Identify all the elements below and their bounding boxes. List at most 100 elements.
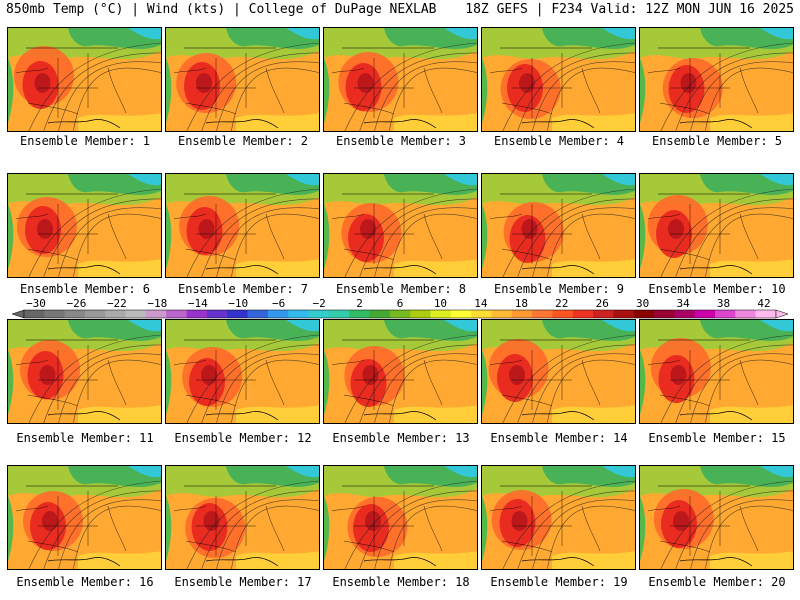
- ensemble-member-label: Ensemble Member: 18: [332, 575, 470, 589]
- colorbar-tick-label: −30: [26, 297, 46, 310]
- colorbar-swatch: [125, 310, 147, 318]
- colorbar-swatch: [654, 310, 675, 318]
- ensemble-member-label: Ensemble Member: 2: [177, 134, 309, 148]
- colorbar-swatch: [24, 310, 45, 318]
- ensemble-map-panel: [165, 465, 320, 570]
- ensemble-member-label: Ensemble Member: 12: [174, 431, 312, 445]
- colorbar-swatch: [44, 310, 66, 318]
- ensemble-map-panel: [481, 173, 636, 278]
- ensemble-map-panel: [639, 173, 794, 278]
- colorbar-swatch: [572, 310, 594, 318]
- colorbar-swatch: [308, 310, 330, 318]
- ensemble-member-label: Ensemble Member: 19: [490, 575, 628, 589]
- ensemble-member-label: Ensemble Member: 1: [19, 134, 151, 148]
- colorbar-swatch: [450, 310, 472, 318]
- ensemble-member-label: Ensemble Member: 20: [648, 575, 786, 589]
- ensemble-map-panel: [323, 465, 478, 570]
- ensemble-map-panel: [165, 173, 320, 278]
- colorbar-swatch: [511, 310, 533, 318]
- colorbar-swatch: [247, 310, 269, 318]
- colorbar-tick-label: 30: [636, 297, 650, 310]
- colorbar-tick-label: 42: [757, 297, 771, 310]
- colorbar-tick-label: −26: [66, 297, 87, 310]
- colorbar-swatch: [491, 310, 513, 318]
- colorbar-tick-label: −6: [272, 297, 286, 310]
- colorbar-swatch: [145, 310, 167, 318]
- ensemble-member-label: Ensemble Member: 5: [651, 134, 783, 148]
- colorbar-tick-label: −18: [147, 297, 168, 310]
- ensemble-map-panel: [639, 27, 794, 132]
- ensemble-map-panel: [323, 319, 478, 424]
- colorbar-tick-label: 14: [474, 297, 488, 310]
- colorbar-swatch: [227, 310, 249, 318]
- ensemble-member-label: Ensemble Member: 10: [648, 282, 786, 296]
- colorbar-swatch: [593, 310, 614, 318]
- colorbar-swatch: [674, 310, 696, 318]
- colorbar-swatch: [206, 310, 228, 318]
- ensemble-member-label: Ensemble Member: 9: [493, 282, 625, 296]
- ensemble-member-label: Ensemble Member: 4: [493, 134, 625, 148]
- colorbar-tick-label: 34: [676, 297, 690, 310]
- ensemble-map-panel: [481, 465, 636, 570]
- colorbar-swatch: [105, 310, 127, 318]
- ensemble-map-panel: [7, 173, 162, 278]
- colorbar-swatch: [64, 310, 86, 318]
- colorbar-swatch: [288, 310, 310, 318]
- chart-title: 850mb Temp (°C) | Wind (kts) | College o…: [6, 2, 437, 17]
- colorbar-swatch: [471, 310, 492, 318]
- ensemble-member-label: Ensemble Member: 6: [19, 282, 151, 296]
- colorbar-swatch: [328, 310, 350, 318]
- colorbar-swatch: [613, 310, 635, 318]
- colorbar-tick-label: 2: [356, 297, 363, 310]
- colorbar-swatch: [186, 310, 208, 318]
- colorbar-swatch: [735, 310, 757, 318]
- ensemble-map-panel: [639, 319, 794, 424]
- colorbar-right-arrow: [775, 309, 789, 319]
- temperature-colorbar: [11, 309, 789, 319]
- colorbar-swatch: [410, 310, 431, 318]
- colorbar-swatch: [694, 310, 716, 318]
- colorbar-tick-label: −22: [106, 297, 127, 310]
- colorbar-tick-label: −14: [187, 297, 208, 310]
- run-valid-time: 18Z GEFS | F234 Valid: 12Z MON JUN 16 20…: [465, 2, 794, 17]
- colorbar-swatch: [532, 310, 553, 318]
- ensemble-map-panel: [165, 319, 320, 424]
- colorbar-tick-label: 26: [595, 297, 609, 310]
- ensemble-member-label: Ensemble Member: 11: [16, 431, 154, 445]
- ensemble-member-label: Ensemble Member: 17: [174, 575, 312, 589]
- colorbar-tick-label: 10: [433, 297, 448, 310]
- ensemble-member-label: Ensemble Member: 14: [490, 431, 628, 445]
- colorbar-swatch: [369, 310, 391, 318]
- colorbar-tick-label: −10: [228, 297, 249, 310]
- colorbar-swatch: [166, 310, 188, 318]
- colorbar-tick-label: 18: [514, 297, 528, 310]
- colorbar-swatch: [84, 310, 106, 318]
- colorbar-swatch: [389, 310, 411, 318]
- ensemble-map-panel: [7, 27, 162, 132]
- colorbar-swatch: [552, 310, 574, 318]
- colorbar-tick-label: 22: [555, 297, 569, 310]
- ensemble-map-panel: [7, 319, 162, 424]
- ensemble-map-panel: [323, 173, 478, 278]
- colorbar-tick-label: −2: [312, 297, 326, 310]
- colorbar-tick-label: 6: [396, 297, 404, 310]
- ensemble-member-label: Ensemble Member: 3: [335, 134, 467, 148]
- colorbar-swatch: [715, 310, 736, 318]
- ensemble-map-panel: [7, 465, 162, 570]
- colorbar-tick-label: 38: [716, 297, 731, 310]
- ensemble-map-panel: [639, 465, 794, 570]
- ensemble-map-panel: [481, 319, 636, 424]
- ensemble-member-label: Ensemble Member: 16: [16, 575, 154, 589]
- ensemble-member-label: Ensemble Member: 8: [335, 282, 467, 296]
- colorbar-swatch: [755, 310, 777, 318]
- ensemble-member-label: Ensemble Member: 7: [177, 282, 309, 296]
- ensemble-map-panel: [323, 27, 478, 132]
- colorbar-swatch: [633, 310, 655, 318]
- ensemble-member-label: Ensemble Member: 13: [332, 431, 470, 445]
- ensemble-map-panel: [481, 27, 636, 132]
- colorbar-swatch: [349, 310, 371, 318]
- colorbar-left-arrow: [11, 309, 25, 319]
- colorbar-swatch: [267, 310, 289, 318]
- ensemble-map-panel: [165, 27, 320, 132]
- colorbar-swatch: [430, 310, 452, 318]
